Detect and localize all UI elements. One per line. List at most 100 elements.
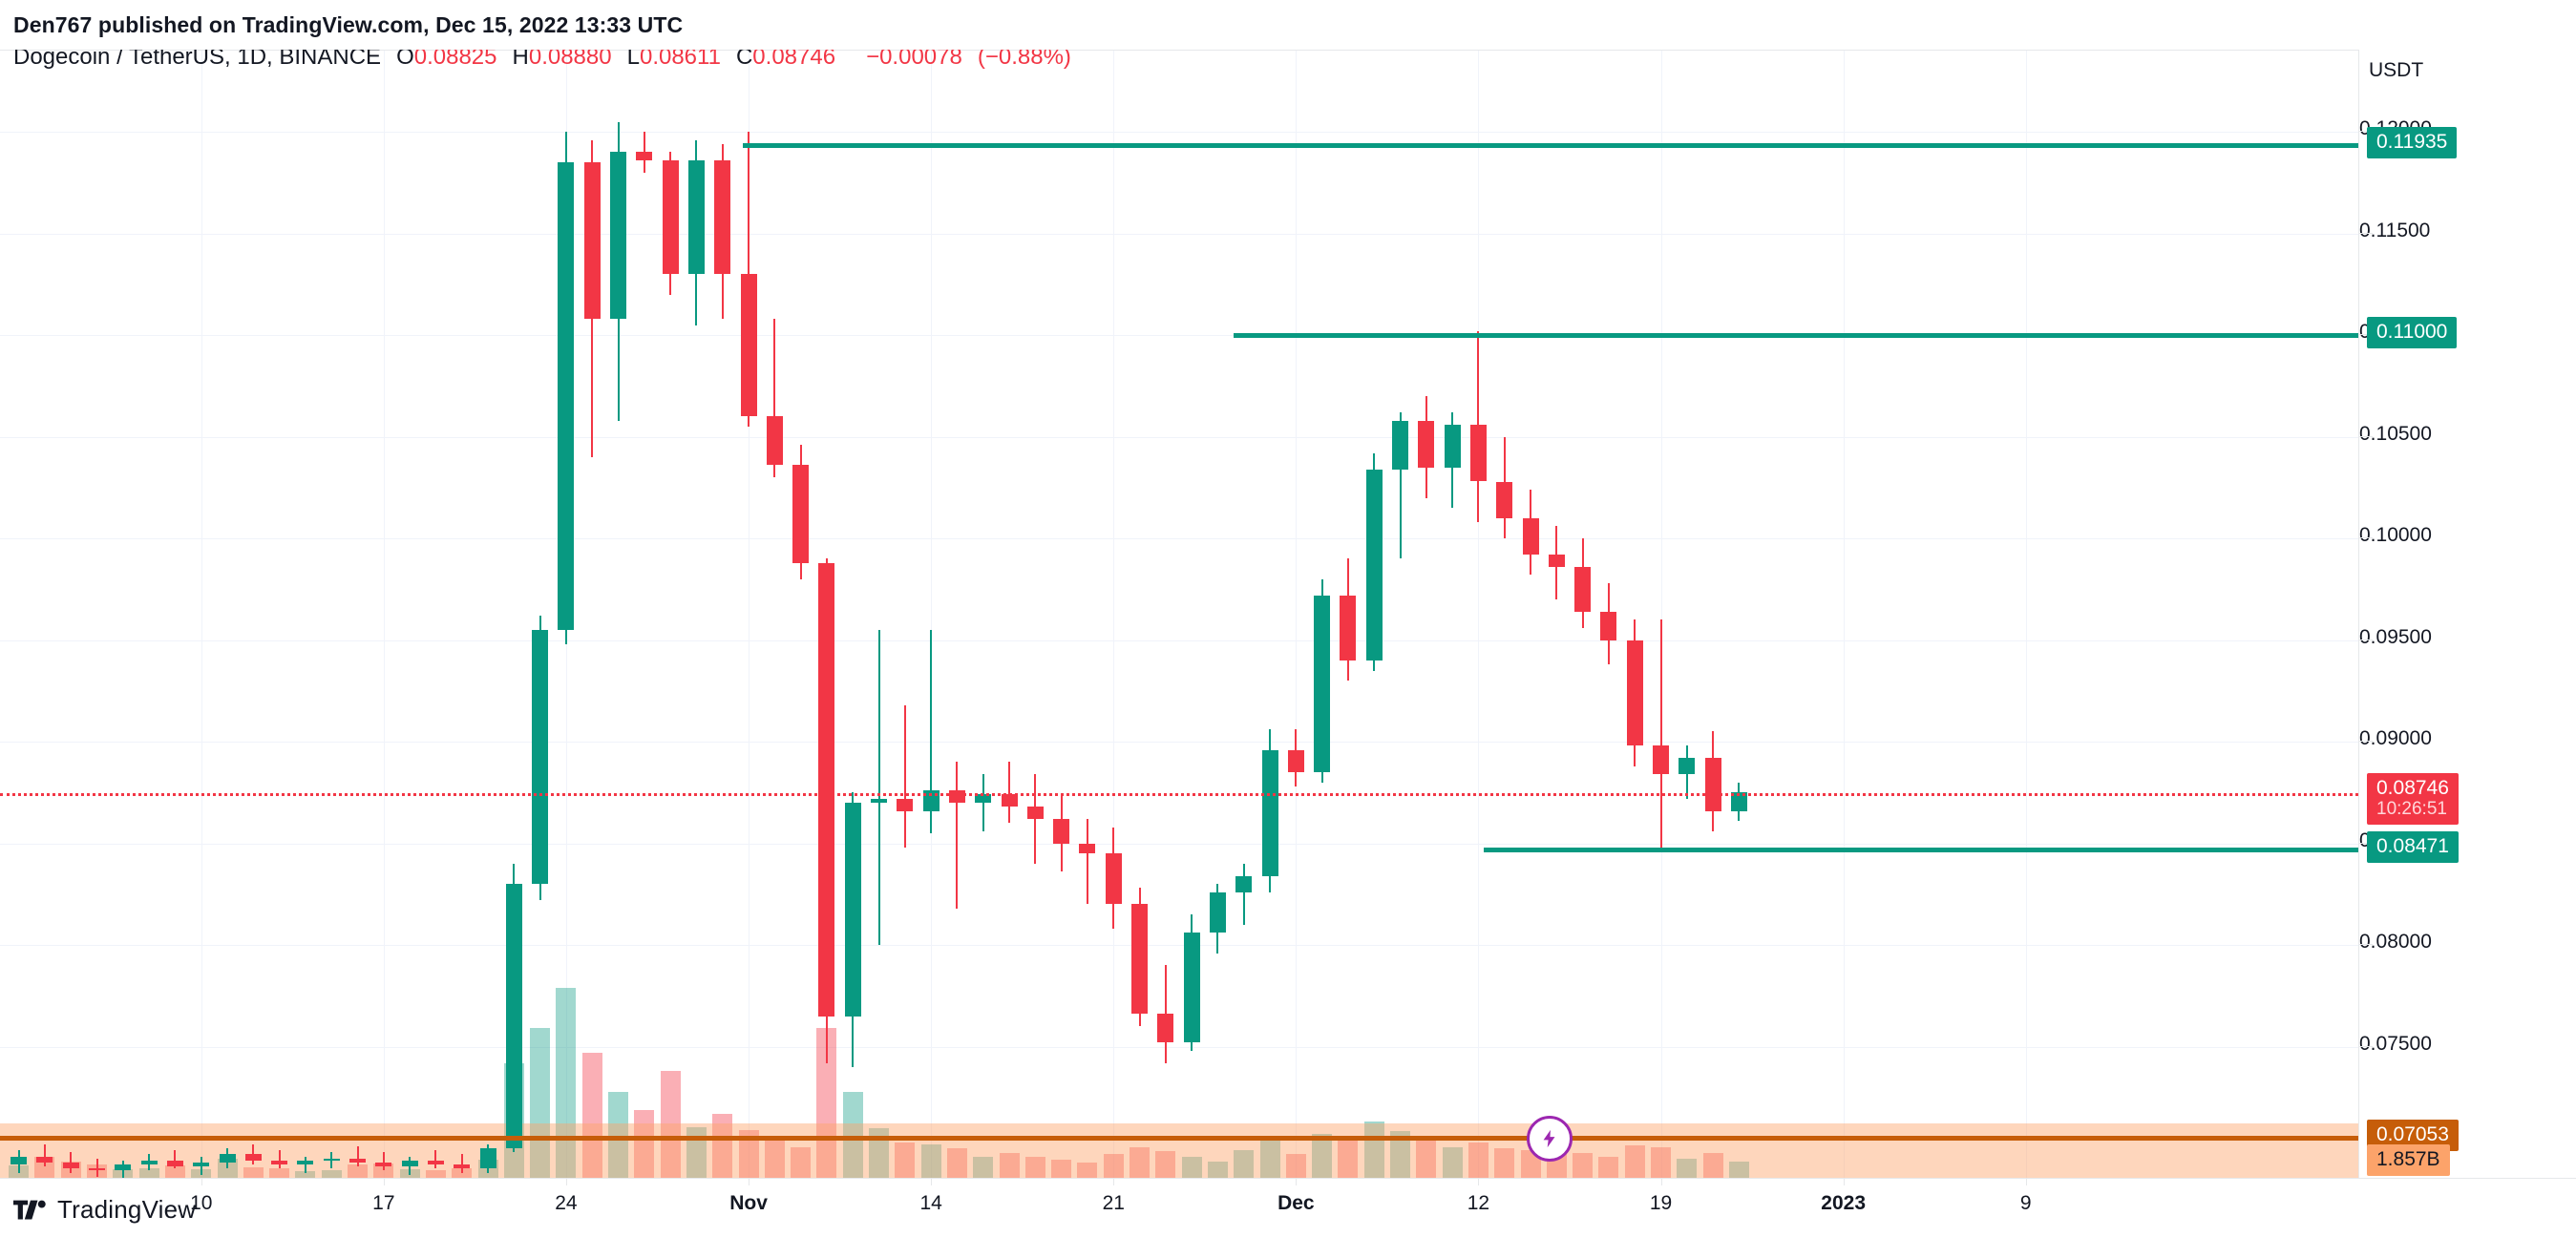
candle-body bbox=[271, 1160, 288, 1165]
chart-frame[interactable]: USDT 0.120000.115000.110000.105000.10000… bbox=[0, 50, 2576, 1228]
candle-wick bbox=[1659, 619, 1662, 849]
candle-body bbox=[193, 1162, 210, 1167]
idea-marker[interactable] bbox=[1527, 1116, 1573, 1163]
overlay-resistance-lower[interactable] bbox=[1233, 333, 2358, 339]
volume-bar bbox=[920, 1143, 941, 1179]
candle-body bbox=[948, 790, 965, 803]
volume-bar bbox=[1467, 1143, 1489, 1179]
volume-bar bbox=[1259, 1137, 1280, 1179]
volume-bar bbox=[973, 1157, 994, 1179]
gridline-vertical bbox=[201, 51, 202, 1179]
candle-body bbox=[714, 160, 731, 275]
gridline-horizontal bbox=[0, 132, 2358, 134]
lightning-icon bbox=[1543, 1130, 1555, 1148]
gridline-horizontal bbox=[0, 233, 2358, 235]
time-tick-24: 24 bbox=[555, 1192, 578, 1214]
volume-bar bbox=[269, 1167, 290, 1179]
candle-body bbox=[1131, 904, 1149, 1015]
gridline-vertical bbox=[1843, 51, 1845, 1179]
candle-body bbox=[583, 162, 601, 320]
volume-bar bbox=[1024, 1157, 1045, 1179]
volume-bar bbox=[452, 1168, 473, 1179]
time-axis[interactable]: 10 17 24 Nov 14 21 Dec 12 19 2023 9 bbox=[0, 1178, 2576, 1228]
candle-body bbox=[1105, 853, 1122, 905]
volume-ma-area bbox=[0, 1123, 2358, 1179]
volume-bar bbox=[1130, 1146, 1151, 1179]
candle-body bbox=[1704, 758, 1721, 811]
candle-wick bbox=[174, 1150, 177, 1169]
candle-wick bbox=[460, 1154, 463, 1173]
candle-wick bbox=[356, 1145, 359, 1167]
candle-body bbox=[975, 794, 992, 803]
gridline-vertical bbox=[749, 51, 750, 1179]
gridline-vertical bbox=[931, 51, 933, 1179]
candle-wick bbox=[1008, 762, 1011, 824]
time-tick-Nov: Nov bbox=[729, 1192, 768, 1214]
candle-body bbox=[1392, 420, 1409, 470]
price-tick-mark bbox=[2359, 232, 2373, 234]
overlay-support[interactable] bbox=[1483, 847, 2358, 852]
volume-bar bbox=[556, 988, 577, 1179]
price-tick-mark bbox=[2359, 1045, 2373, 1047]
candle-body bbox=[479, 1148, 496, 1169]
overlay-last-price[interactable] bbox=[0, 793, 2358, 797]
time-tick-mark bbox=[1478, 1179, 1480, 1185]
volume-bar bbox=[1363, 1121, 1384, 1179]
candle-body bbox=[818, 562, 835, 1017]
gridline-horizontal bbox=[0, 436, 2358, 438]
candle-body bbox=[323, 1158, 340, 1161]
overlay-resistance-upper[interactable] bbox=[743, 143, 2358, 149]
volume-bar bbox=[1494, 1148, 1515, 1179]
volume-bar bbox=[1624, 1145, 1645, 1179]
price-badge-last-price[interactable]: 0.08746 10:26:51 bbox=[2367, 773, 2459, 826]
overlay-volume-ma[interactable] bbox=[0, 1135, 2358, 1141]
time-tick-Dec: Dec bbox=[1277, 1192, 1315, 1214]
time-tick-14: 14 bbox=[919, 1192, 942, 1214]
time-tick-mark bbox=[565, 1179, 567, 1185]
price-tick-mark bbox=[2359, 435, 2373, 437]
time-tick-mark bbox=[1660, 1179, 1662, 1185]
price-badge-volume-value[interactable]: 1.857B bbox=[2367, 1143, 2450, 1176]
tradingview-logo[interactable]: TradingView bbox=[13, 1195, 196, 1225]
volume-bar bbox=[842, 1092, 863, 1179]
candle-body bbox=[1001, 794, 1018, 807]
price-tick-0.11500: 0.11500 bbox=[2359, 219, 2431, 241]
candle-body bbox=[1261, 749, 1278, 876]
candle-body bbox=[401, 1160, 418, 1167]
gridline-vertical bbox=[383, 51, 385, 1179]
candle-body bbox=[1574, 566, 1592, 612]
price-badge-resistance-lower[interactable]: 0.11000 bbox=[2367, 317, 2458, 349]
volume-bar bbox=[608, 1092, 629, 1179]
candle-body bbox=[349, 1158, 367, 1163]
price-badge-resistance-upper[interactable]: 0.11935 bbox=[2367, 127, 2458, 159]
candle-wick bbox=[956, 762, 959, 909]
volume-bar bbox=[1207, 1161, 1228, 1179]
candle-body bbox=[427, 1160, 444, 1165]
price-tick-mark bbox=[2359, 131, 2373, 133]
candle-body bbox=[1053, 819, 1070, 844]
time-tick-17: 17 bbox=[372, 1192, 395, 1214]
price-badge-support[interactable]: 0.08471 bbox=[2367, 830, 2459, 863]
legend-open-label: O bbox=[396, 44, 414, 70]
plot-area[interactable] bbox=[0, 50, 2358, 1179]
volume-bar bbox=[1416, 1137, 1437, 1179]
candle-body bbox=[244, 1154, 262, 1161]
volume-bar bbox=[164, 1164, 185, 1179]
candle-body bbox=[1209, 891, 1226, 933]
candle-wick bbox=[982, 774, 984, 831]
price-axis[interactable]: USDT 0.120000.115000.110000.105000.10000… bbox=[2358, 50, 2576, 1178]
volume-bar bbox=[1103, 1154, 1124, 1179]
candle-body bbox=[1314, 595, 1331, 773]
volume-bar bbox=[946, 1148, 967, 1179]
volume-bar bbox=[1651, 1146, 1672, 1179]
candle-body bbox=[610, 152, 627, 320]
candle-body bbox=[115, 1164, 132, 1171]
volume-bar bbox=[1077, 1163, 1098, 1179]
volume-bar bbox=[373, 1164, 394, 1179]
gridline-vertical bbox=[2025, 51, 2027, 1179]
candle-body bbox=[662, 160, 679, 275]
currency-label: USDT bbox=[2369, 59, 2424, 81]
volume-bar bbox=[1573, 1152, 1594, 1179]
time-tick-9: 9 bbox=[2019, 1192, 2032, 1214]
volume-bar bbox=[217, 1158, 238, 1179]
